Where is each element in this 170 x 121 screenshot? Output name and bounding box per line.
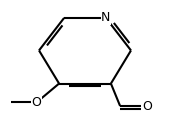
Text: O: O (142, 99, 152, 113)
Text: O: O (142, 99, 152, 113)
Text: N: N (101, 11, 111, 24)
Text: O: O (32, 96, 41, 109)
Text: N: N (101, 11, 111, 24)
Text: O: O (32, 96, 41, 109)
